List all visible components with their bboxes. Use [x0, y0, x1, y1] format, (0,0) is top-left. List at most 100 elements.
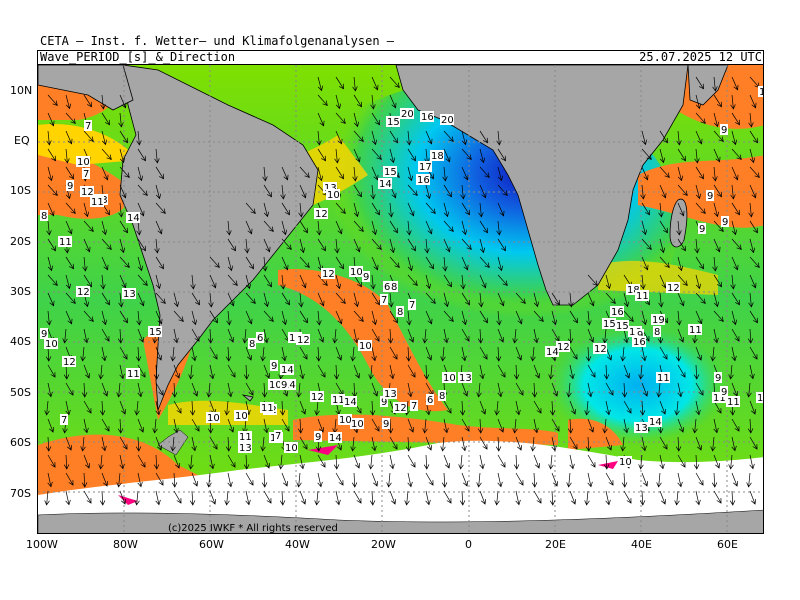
period-value-label: 16 [632, 336, 646, 348]
direction-arrow [44, 400, 50, 416]
direction-arrow [191, 436, 197, 452]
direction-arrow [443, 148, 451, 163]
direction-arrow [641, 382, 649, 397]
direction-arrow [443, 400, 452, 414]
direction-arrow [353, 130, 364, 142]
direction-arrow [119, 364, 125, 380]
svg-text:9: 9 [699, 224, 705, 235]
direction-arrow [334, 238, 340, 254]
period-value-label: 10 [358, 340, 372, 352]
svg-text:9: 9 [315, 432, 321, 443]
direction-arrow [263, 238, 271, 253]
direction-arrow [404, 490, 410, 506]
direction-arrow [477, 328, 484, 344]
svg-text:9: 9 [722, 217, 728, 228]
direction-arrow [245, 256, 254, 270]
direction-arrow [585, 346, 592, 362]
direction-arrow [65, 274, 72, 290]
direction-arrow [245, 382, 254, 396]
direction-arrow [317, 364, 326, 378]
direction-arrow [695, 76, 704, 90]
direction-arrow [728, 364, 734, 380]
direction-arrow [317, 94, 328, 106]
direction-arrow [549, 490, 556, 506]
direction-arrow [478, 292, 484, 308]
direction-arrow [389, 94, 397, 109]
svg-text:12: 12 [81, 187, 94, 198]
direction-arrow [155, 256, 164, 270]
direction-arrow [225, 436, 232, 452]
direction-arrow [674, 400, 680, 416]
lat-label: 10S [10, 184, 31, 197]
direction-arrow [314, 490, 320, 506]
direction-arrow [495, 436, 502, 452]
direction-arrow [191, 310, 198, 326]
direction-arrow [693, 364, 700, 380]
period-value-label: 7 [84, 120, 92, 132]
svg-text:14: 14 [329, 433, 342, 444]
direction-arrow [188, 454, 194, 470]
lon-label: 40W [285, 538, 310, 551]
period-labels: 7107912131181411121391015121171013152016… [40, 86, 763, 468]
direction-arrow [371, 238, 382, 250]
period-value-label: 11 [126, 368, 140, 380]
svg-text:15: 15 [384, 167, 397, 178]
direction-arrow [569, 454, 575, 470]
direction-arrow [350, 346, 356, 362]
svg-text:12: 12 [297, 335, 310, 346]
direction-arrow [371, 76, 379, 91]
svg-text:9: 9 [383, 419, 389, 430]
direction-arrow [731, 346, 737, 362]
direction-arrow [459, 490, 466, 506]
direction-arrow [189, 400, 196, 416]
direction-arrow [137, 472, 143, 488]
direction-arrow [496, 310, 502, 326]
direction-arrow [101, 346, 107, 362]
direction-arrow [458, 454, 464, 470]
direction-arrow [389, 238, 396, 254]
direction-arrow [677, 292, 685, 307]
direction-arrow [479, 148, 486, 164]
svg-text:6: 6 [257, 333, 263, 344]
direction-arrow [353, 310, 364, 322]
direction-arrow [515, 400, 521, 416]
svg-text:9: 9 [715, 373, 721, 384]
direction-arrow [101, 148, 112, 160]
period-value-label: 14 [545, 346, 559, 358]
direction-arrow [263, 274, 272, 288]
direction-arrow [641, 220, 648, 236]
direction-arrow [479, 166, 490, 178]
direction-arrow [335, 130, 343, 145]
direction-arrow [641, 346, 647, 362]
header-frame [37, 50, 764, 64]
direction-arrow [170, 436, 176, 452]
period-value-label: 10 [350, 418, 364, 430]
svg-text:8: 8 [249, 339, 255, 350]
period-value-label: 11 [688, 324, 702, 336]
direction-arrow [749, 220, 758, 234]
direction-arrow [533, 310, 544, 322]
period-value-label: 20 [400, 108, 414, 120]
direction-arrow [623, 400, 632, 414]
direction-arrow [173, 310, 184, 322]
direction-arrow [422, 328, 428, 344]
direction-arrow [749, 256, 760, 268]
direction-arrow [209, 256, 220, 268]
svg-text:16: 16 [421, 112, 434, 123]
period-value-label: 9 [380, 396, 388, 408]
direction-arrow [694, 148, 700, 164]
direction-arrow [695, 130, 703, 145]
direction-arrow [242, 328, 248, 344]
direction-arrow [99, 490, 106, 506]
direction-arrow [747, 328, 754, 344]
direction-arrow [497, 382, 503, 398]
direction-arrow [47, 202, 55, 217]
direction-arrow [155, 202, 166, 214]
svg-text:8: 8 [439, 391, 445, 402]
direction-arrow [623, 328, 629, 344]
direction-arrow [171, 382, 178, 398]
lon-label: 20W [371, 538, 396, 551]
direction-arrow [658, 292, 664, 308]
direction-arrow [371, 382, 379, 397]
svg-text:15: 15 [603, 319, 616, 330]
